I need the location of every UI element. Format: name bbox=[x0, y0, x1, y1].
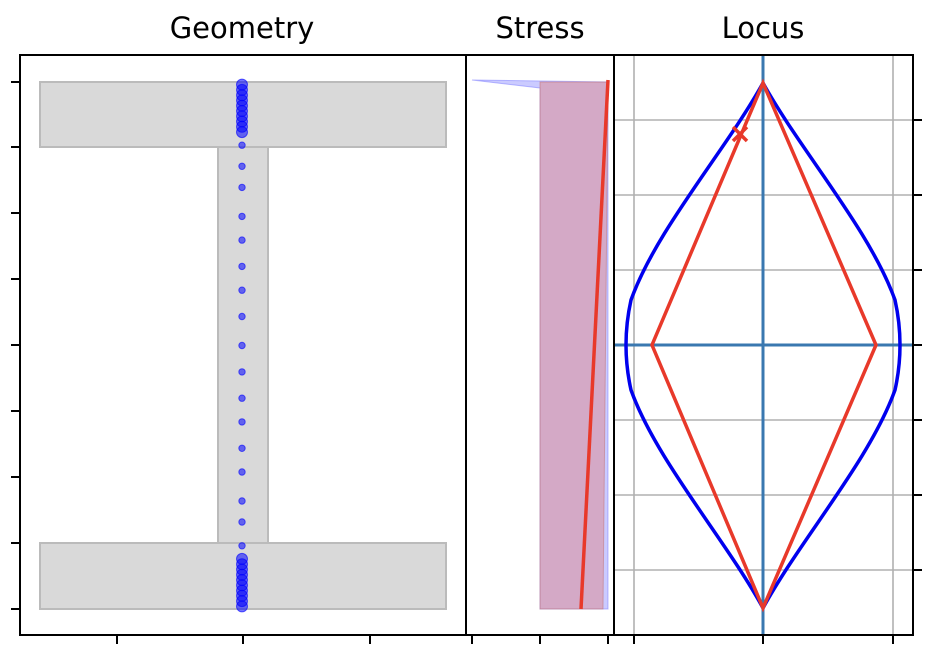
geometry-panel bbox=[39, 78, 447, 613]
stress-line bbox=[579, 79, 610, 610]
fiber-points bbox=[236, 78, 248, 613]
locus-red-diamond bbox=[650, 78, 878, 613]
geometry-title: Geometry bbox=[170, 11, 315, 45]
fiber-point bbox=[238, 262, 246, 271]
locus-title: Locus bbox=[722, 11, 805, 45]
fiber-point bbox=[238, 236, 246, 244]
fiber-point bbox=[238, 518, 246, 526]
fiber-point bbox=[238, 368, 246, 376]
fiber-point bbox=[238, 312, 246, 321]
axis-ticks bbox=[11, 81, 922, 644]
stress-panel bbox=[471, 79, 610, 610]
fiber-point bbox=[238, 141, 246, 149]
fiber-point bbox=[238, 394, 246, 402]
fiber-point bbox=[238, 162, 246, 171]
fiber-point bbox=[238, 341, 246, 350]
fiber-point bbox=[238, 418, 246, 426]
fiber-point bbox=[236, 126, 248, 139]
stress-title: Stress bbox=[495, 11, 584, 45]
fiber-point bbox=[236, 600, 248, 613]
fiber-point bbox=[238, 468, 246, 476]
stress-fill-red bbox=[539, 81, 609, 610]
fiber-point bbox=[238, 542, 246, 550]
locus-panel bbox=[614, 55, 913, 635]
locus-marker bbox=[731, 125, 749, 143]
fiber-point bbox=[238, 286, 246, 294]
fiber-point bbox=[238, 183, 246, 192]
fiber-point bbox=[238, 444, 246, 452]
fiber-point bbox=[238, 497, 246, 505]
fiber-point bbox=[238, 212, 246, 221]
